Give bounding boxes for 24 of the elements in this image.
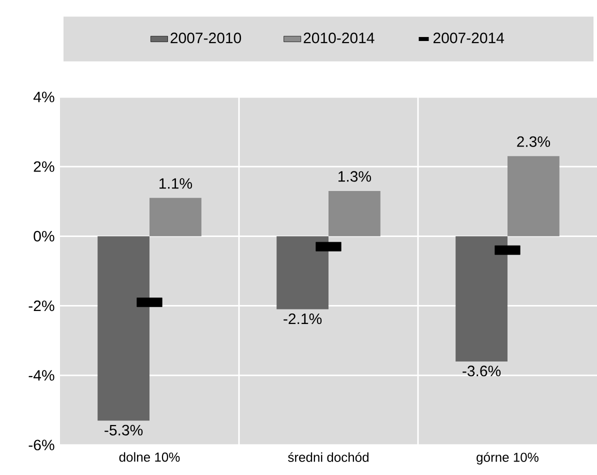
bar [276,236,329,310]
data-label: -3.6% [462,366,501,376]
bar [98,236,150,421]
data-label: -2.1% [284,313,322,324]
legend-label: 2007-2014 [434,32,504,44]
bar [456,236,508,362]
y-tick-label: 4% [33,92,54,102]
data-label: 1.1% [160,178,192,189]
x-tick-label: dolne 10% [119,452,180,462]
data-label: 1.3% [338,171,372,182]
x-tick-label: górne 10% [476,452,538,464]
data-label: -5.3% [104,424,143,436]
y-tick-label: 0% [34,230,54,242]
x-tick-label: średni dochód [288,452,368,462]
y-tick-label: -2% [28,300,54,312]
y-tick-label: 2% [34,161,54,172]
bar [328,190,380,236]
data-label: 2.3% [517,136,550,147]
legend-label: 2007-2010 [170,32,242,44]
y-tick-label: -6% [28,440,54,450]
bar [508,156,560,236]
legend-label: 2010-2014 [304,32,374,44]
bar [150,198,202,236]
y-tick-label: -4% [28,370,54,381]
